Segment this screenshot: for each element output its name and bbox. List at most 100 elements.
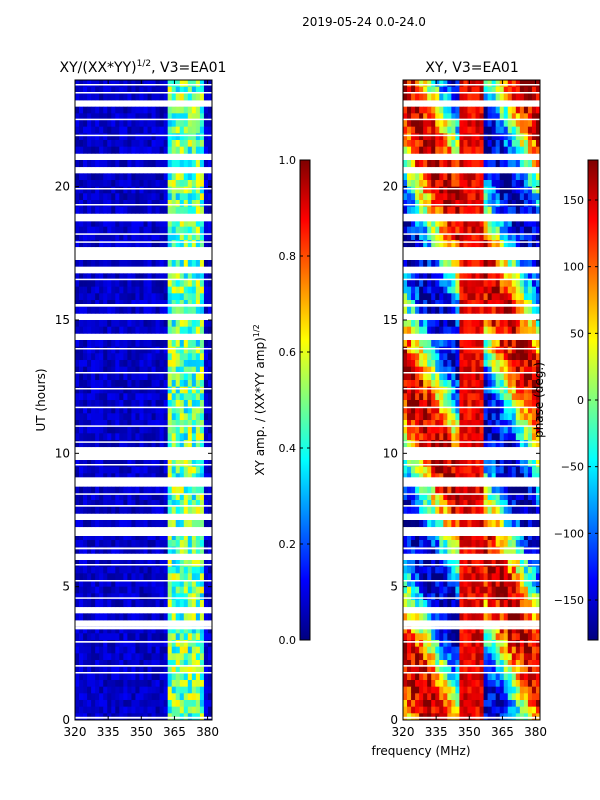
- heatmap-cell: [515, 500, 521, 508]
- heatmap-cell: [507, 173, 513, 181]
- heatmap-cell: [467, 200, 472, 208]
- heatmap-cell: [515, 560, 521, 568]
- heatmap-cell: [115, 300, 120, 308]
- heatmap-cell: [127, 586, 132, 594]
- heatmap-cell: [147, 180, 152, 188]
- heatmap-cell: [447, 433, 452, 441]
- heatmap-cell: [495, 126, 501, 134]
- heatmap-cell: [199, 120, 205, 128]
- heatmap-cell: [79, 486, 84, 494]
- heatmap-cell: [155, 460, 161, 468]
- heatmap-cell: [415, 106, 420, 114]
- heatmap-cell: [203, 686, 209, 694]
- heatmap-cell: [159, 593, 165, 601]
- heatmap-cell: [527, 500, 533, 508]
- heatmap-cell: [183, 380, 189, 388]
- heatmap-cell: [487, 220, 493, 228]
- heatmap-cell: [123, 340, 128, 348]
- heatmap-cell: [531, 200, 537, 208]
- heatmap-cell: [163, 653, 169, 661]
- heatmap-cell: [95, 400, 100, 408]
- heatmap-cell: [91, 460, 96, 468]
- heatmap-cell: [147, 93, 152, 101]
- heatmap-cell: [515, 353, 521, 361]
- heatmap-cell: [183, 540, 189, 548]
- heatmap-cell: [127, 106, 132, 114]
- heatmap-cell: [87, 420, 92, 428]
- heatmap-cell: [87, 173, 92, 181]
- heatmap-cell: [503, 393, 509, 401]
- heatmap-cell: [187, 126, 193, 134]
- heatmap-cell: [147, 493, 152, 501]
- heatmap-cell: [191, 706, 197, 714]
- heatmap-cell: [523, 286, 529, 294]
- heatmap-cell: [479, 273, 484, 281]
- heatmap-cell: [191, 140, 197, 148]
- heatmap-cell: [95, 120, 100, 128]
- heatmap-cell: [191, 326, 197, 334]
- heatmap-cell: [75, 380, 80, 388]
- heatmap-cell: [195, 220, 201, 228]
- heatmap-cell: [487, 566, 493, 574]
- heatmap-cell: [99, 240, 104, 248]
- heatmap-cell: [511, 273, 517, 281]
- heatmap-cell: [499, 206, 505, 214]
- heatmap-cell: [195, 380, 201, 388]
- heatmap-cell: [443, 260, 448, 268]
- heatmap-cell: [455, 560, 460, 568]
- heatmap-cell: [423, 393, 428, 401]
- heatmap-cell: [447, 186, 452, 194]
- heatmap-cell: [147, 646, 152, 654]
- heatmap-cell: [491, 420, 497, 428]
- heatmap-cell: [411, 573, 416, 581]
- heatmap-cell: [115, 140, 120, 148]
- heatmap-cell: [159, 380, 165, 388]
- heatmap-cell: [187, 646, 193, 654]
- heatmap-cell: [411, 560, 416, 568]
- heatmap-cell: [159, 240, 165, 248]
- heatmap-cell: [511, 560, 517, 568]
- heatmap-cell: [443, 280, 448, 288]
- heatmap-cell: [155, 133, 161, 141]
- heatmap-cell: [447, 106, 452, 114]
- heatmap-cell: [531, 286, 537, 294]
- heatmap-cell: [207, 280, 213, 288]
- heatmap-cell: [123, 613, 128, 621]
- heatmap-cell: [171, 413, 177, 421]
- x-tick-label: 335: [97, 725, 120, 739]
- heatmap-cell: [103, 293, 108, 301]
- heatmap-cell: [155, 286, 161, 294]
- heatmap-cell: [487, 433, 493, 441]
- heatmap-cell: [423, 106, 428, 114]
- heatmap-cell: [143, 140, 148, 148]
- heatmap-cell: [503, 300, 509, 308]
- heatmap-cell: [147, 540, 152, 548]
- heatmap-cell: [443, 433, 448, 441]
- heatmap-cell: [151, 700, 156, 708]
- heatmap-cell: [415, 393, 420, 401]
- heatmap-cell: [451, 280, 456, 288]
- heatmap-cell: [79, 426, 84, 434]
- heatmap-cell: [459, 573, 464, 581]
- heatmap-cell: [79, 226, 84, 234]
- heatmap-cell: [139, 120, 144, 128]
- heatmap-cell: [115, 613, 120, 621]
- heatmap-cell: [483, 260, 489, 268]
- heatmap-cell: [91, 693, 96, 701]
- heatmap-cell: [439, 506, 444, 514]
- heatmap-cell: [415, 380, 420, 388]
- heatmap-cell: [135, 86, 140, 94]
- heatmap-cell: [183, 293, 189, 301]
- heatmap-cell: [75, 366, 80, 374]
- heatmap-cell: [95, 126, 100, 134]
- heatmap-cell: [75, 506, 80, 514]
- heatmap-cell: [203, 260, 209, 268]
- heatmap-cell: [519, 493, 525, 501]
- heatmap-cell: [459, 493, 464, 501]
- heatmap-cell: [155, 326, 161, 334]
- heatmap-cell: [415, 433, 420, 441]
- heatmap-cell: [447, 386, 452, 394]
- heatmap-cell: [99, 346, 104, 354]
- heatmap-cell: [479, 460, 484, 468]
- heatmap-cell: [75, 460, 80, 468]
